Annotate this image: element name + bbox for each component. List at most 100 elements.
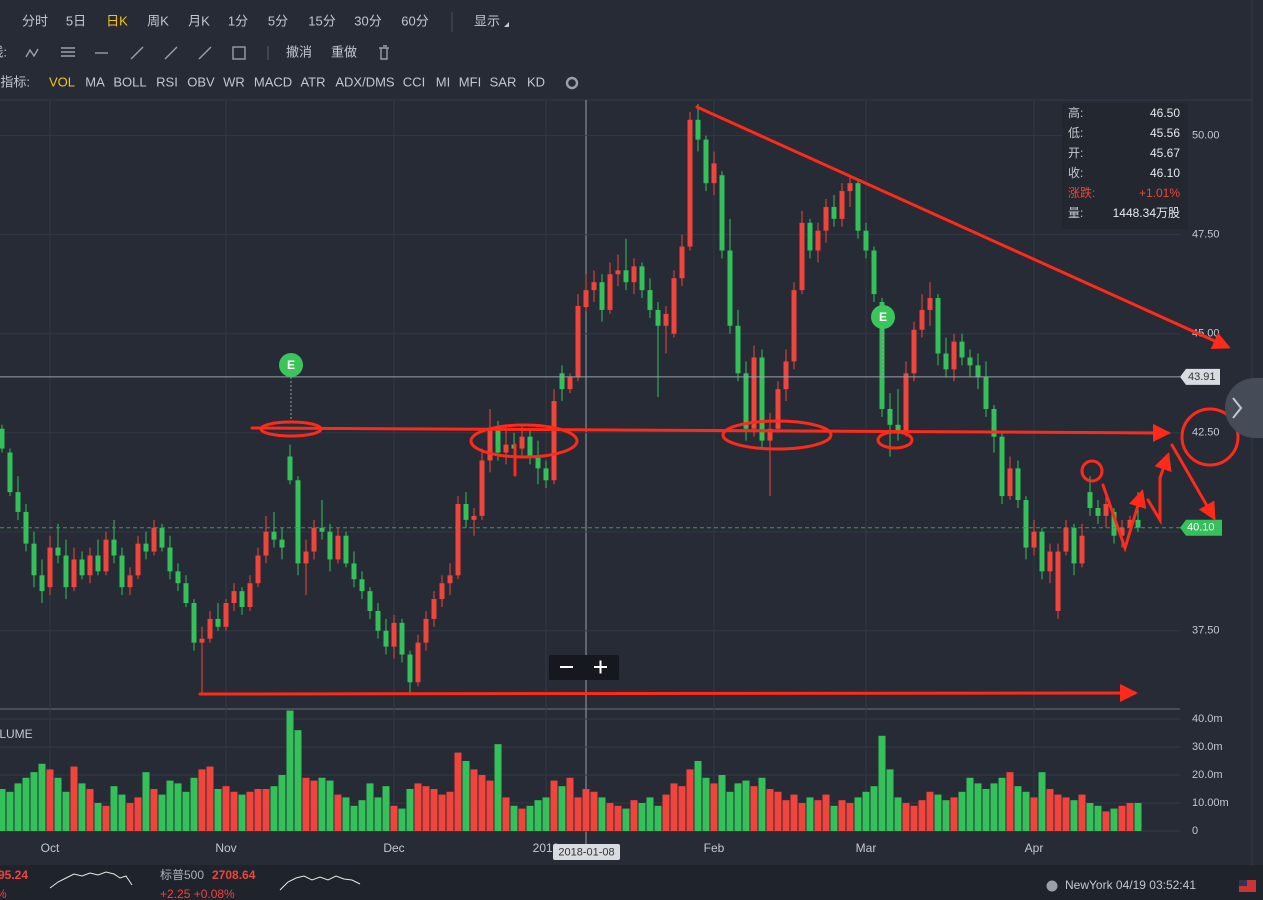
indicator-tab[interactable]: OBV <box>187 74 215 89</box>
period-tab[interactable]: 月K <box>188 13 210 28</box>
candle-body <box>1087 492 1093 508</box>
period-tab[interactable]: 30分 <box>354 13 381 28</box>
volume-bar <box>622 808 630 831</box>
volume-bar <box>286 710 294 831</box>
crosshair-price-tag <box>1180 368 1220 385</box>
undo-button[interactable]: 撤消 <box>286 44 312 59</box>
candle-body <box>351 563 357 580</box>
tool-icon[interactable] <box>25 48 39 58</box>
candle-body <box>7 452 13 493</box>
volume-bar <box>310 780 318 831</box>
settings-icon[interactable] <box>565 76 579 90</box>
volume-bar <box>406 788 414 831</box>
zoom-box <box>549 655 619 680</box>
candle-body <box>487 428 493 461</box>
volume-bar <box>414 783 422 831</box>
candle-body <box>311 527 317 552</box>
volume-bar <box>398 808 406 831</box>
volume-bar <box>166 780 174 831</box>
indicator-tab[interactable]: WR <box>223 74 245 89</box>
volume-bar <box>1030 797 1038 831</box>
candle-body <box>295 480 301 564</box>
candle-body <box>767 428 773 441</box>
volume-bar <box>638 802 646 831</box>
candle-body <box>551 401 557 481</box>
candle-body <box>1007 468 1013 497</box>
info-panel: 高: 46.50 低: 45.56 开: 45.67 收: 46.10 涨跌: +1.01% 量: 1… <box>1068 105 1180 220</box>
candle-body <box>303 551 309 564</box>
period-tab[interactable]: 60分 <box>401 13 428 28</box>
period-tab[interactable]: 5分 <box>268 13 288 28</box>
candle-body <box>215 618 221 627</box>
volume-bar <box>198 769 206 831</box>
candle-body <box>1095 507 1101 516</box>
tool-icon[interactable] <box>130 46 144 60</box>
indicator-tab[interactable]: ADX/DMS <box>335 74 395 89</box>
volume-bar <box>806 797 814 831</box>
redo-button[interactable]: 重做 <box>331 44 357 59</box>
side-toggle[interactable] <box>1225 378 1263 438</box>
volume-bar <box>1054 794 1062 831</box>
candle-body <box>479 460 485 516</box>
candle-body <box>879 302 885 409</box>
candle-body <box>231 591 237 604</box>
volume-bar <box>918 800 926 831</box>
volume-bar <box>1134 802 1142 831</box>
indicator-tab[interactable]: MI <box>436 74 450 89</box>
indicator-tab[interactable]: KD <box>527 74 545 89</box>
period-tab[interactable]: 15分 <box>308 13 335 28</box>
bottom-line <box>198 684 1138 703</box>
candle-body <box>583 290 589 308</box>
tool-icon[interactable] <box>61 47 75 57</box>
candle-body <box>135 543 141 576</box>
candle-body <box>807 222 813 251</box>
earnings-marker[interactable] <box>279 353 303 377</box>
indicator-tab[interactable]: VOL <box>49 74 75 89</box>
zoom-in[interactable] <box>594 660 607 674</box>
volume-bar <box>702 777 710 831</box>
trash-icon[interactable] <box>379 45 389 60</box>
period-tab[interactable]: 5日 <box>66 13 86 28</box>
indicator-tab[interactable]: MA <box>85 74 105 89</box>
candle-body <box>567 377 573 390</box>
tool-icon[interactable] <box>164 46 178 60</box>
candle-body <box>663 313 669 326</box>
candle-body <box>679 246 685 279</box>
period-tab[interactable]: 周K <box>147 13 169 28</box>
y-tick-label: 50.00 <box>1192 130 1220 142</box>
volume-bar <box>494 744 502 831</box>
candle-body <box>383 630 389 647</box>
indicator-tab[interactable]: SAR <box>490 74 517 89</box>
index-value: 95.24 <box>0 868 28 882</box>
volume-bar <box>590 791 598 831</box>
candle-body <box>647 290 653 310</box>
indicator-label: 技术指标: <box>0 74 30 89</box>
candle-body <box>575 305 581 378</box>
display-menu[interactable]: 显示 <box>474 13 500 28</box>
zigzag <box>1101 483 1147 553</box>
candle-body <box>671 278 677 334</box>
volume-bar <box>174 783 182 831</box>
period-tab[interactable]: 1分 <box>228 13 248 28</box>
period-tab[interactable]: 分时 <box>22 13 48 28</box>
volume-bar <box>62 791 70 831</box>
indicator-tab[interactable]: RSI <box>156 74 178 89</box>
candle-body <box>223 603 229 627</box>
indicator-tab[interactable]: ATR <box>300 74 325 89</box>
indicator-tab[interactable]: CCI <box>403 74 425 89</box>
volume-bar <box>958 791 966 831</box>
info-label: 高: <box>1068 105 1083 120</box>
volume-bar <box>894 797 902 831</box>
volume-bar <box>998 777 1006 831</box>
indicator-tab[interactable]: MFI <box>459 74 481 89</box>
earnings-marker[interactable] <box>871 305 895 329</box>
tool-icon[interactable] <box>232 46 246 60</box>
period-tab[interactable]: 日K <box>106 13 128 28</box>
indicator-tab[interactable]: BOLL <box>113 74 146 89</box>
tool-icon[interactable] <box>198 46 212 60</box>
indicator-tab[interactable]: MACD <box>254 74 292 89</box>
toolbar: 分时 5日 日K 周K 月K 1分 5分 15分 30分 60分 显示画线: 撤消 重做技术指标: VOL… <box>0 13 545 89</box>
volume-bar <box>102 805 110 831</box>
chevron <box>1232 397 1243 419</box>
